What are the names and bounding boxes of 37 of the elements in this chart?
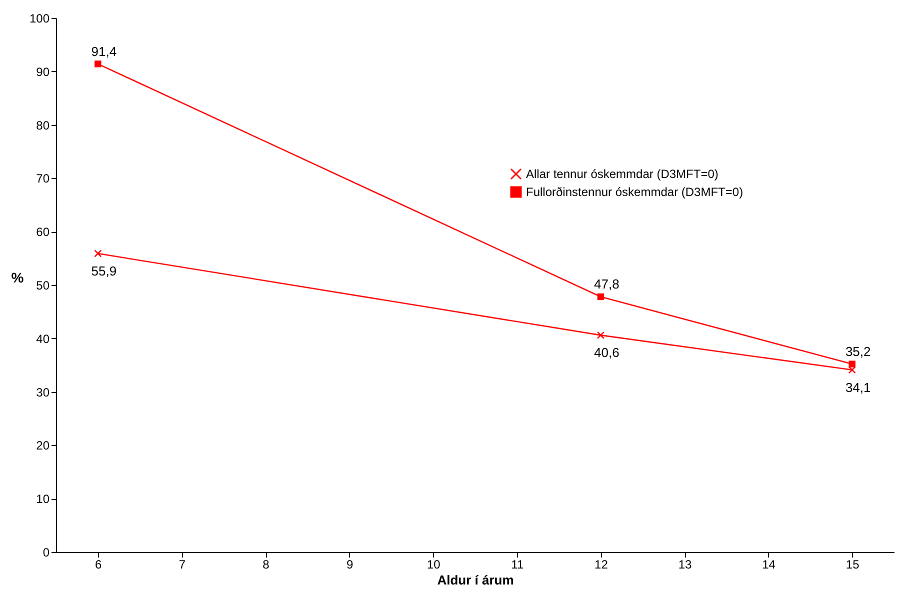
y-tick-label: 60 [36,225,50,240]
data-label: 47,8 [594,276,620,292]
y-tick-label: 90 [36,64,50,79]
data-label: 55,9 [91,263,117,278]
y-tick-label: 70 [36,172,50,186]
point [848,366,856,374]
x-tick-label: 11 [511,558,524,572]
data-label: 40,6 [594,345,620,360]
point [848,360,856,368]
point [597,293,604,300]
x-tick-label: 7 [178,558,186,572]
y-axis-title: % [11,270,24,286]
x-tick-label: 8 [262,558,270,572]
x-tick-label: 9 [346,558,354,572]
x-tick-label: 10 [426,558,441,572]
x-tick-label: 6 [95,558,102,572]
data-label: 34,1 [845,380,871,395]
y-tick-label: 10 [36,492,50,506]
y-tick-label: 40 [36,332,50,346]
y-tick-label: 20 [36,438,50,453]
x-tick-label: 15 [846,558,860,572]
legend-label: Allar tennur óskemmdar (D3MFT=0) [526,167,718,181]
x-tick-label: 14 [762,558,776,572]
x-tick-label: 13 [678,558,692,572]
point [596,331,605,340]
y-tick-label: 50 [36,278,50,292]
data-label: 35,2 [845,344,871,360]
legend-label: Fullorðinstennur óskemmdar (D3MFT=0) [526,185,744,199]
point [94,250,102,258]
y-tick-label: 30 [36,385,50,400]
y-tick-label: 100 [29,12,50,26]
x-tick-label: 12 [594,558,608,572]
y-tick-label: 80 [36,118,50,132]
y-tick-label: 0 [42,546,50,560]
point [94,60,102,68]
data-label: 91,4 [91,44,117,59]
x-axis-title: Aldur í árum [437,572,514,588]
